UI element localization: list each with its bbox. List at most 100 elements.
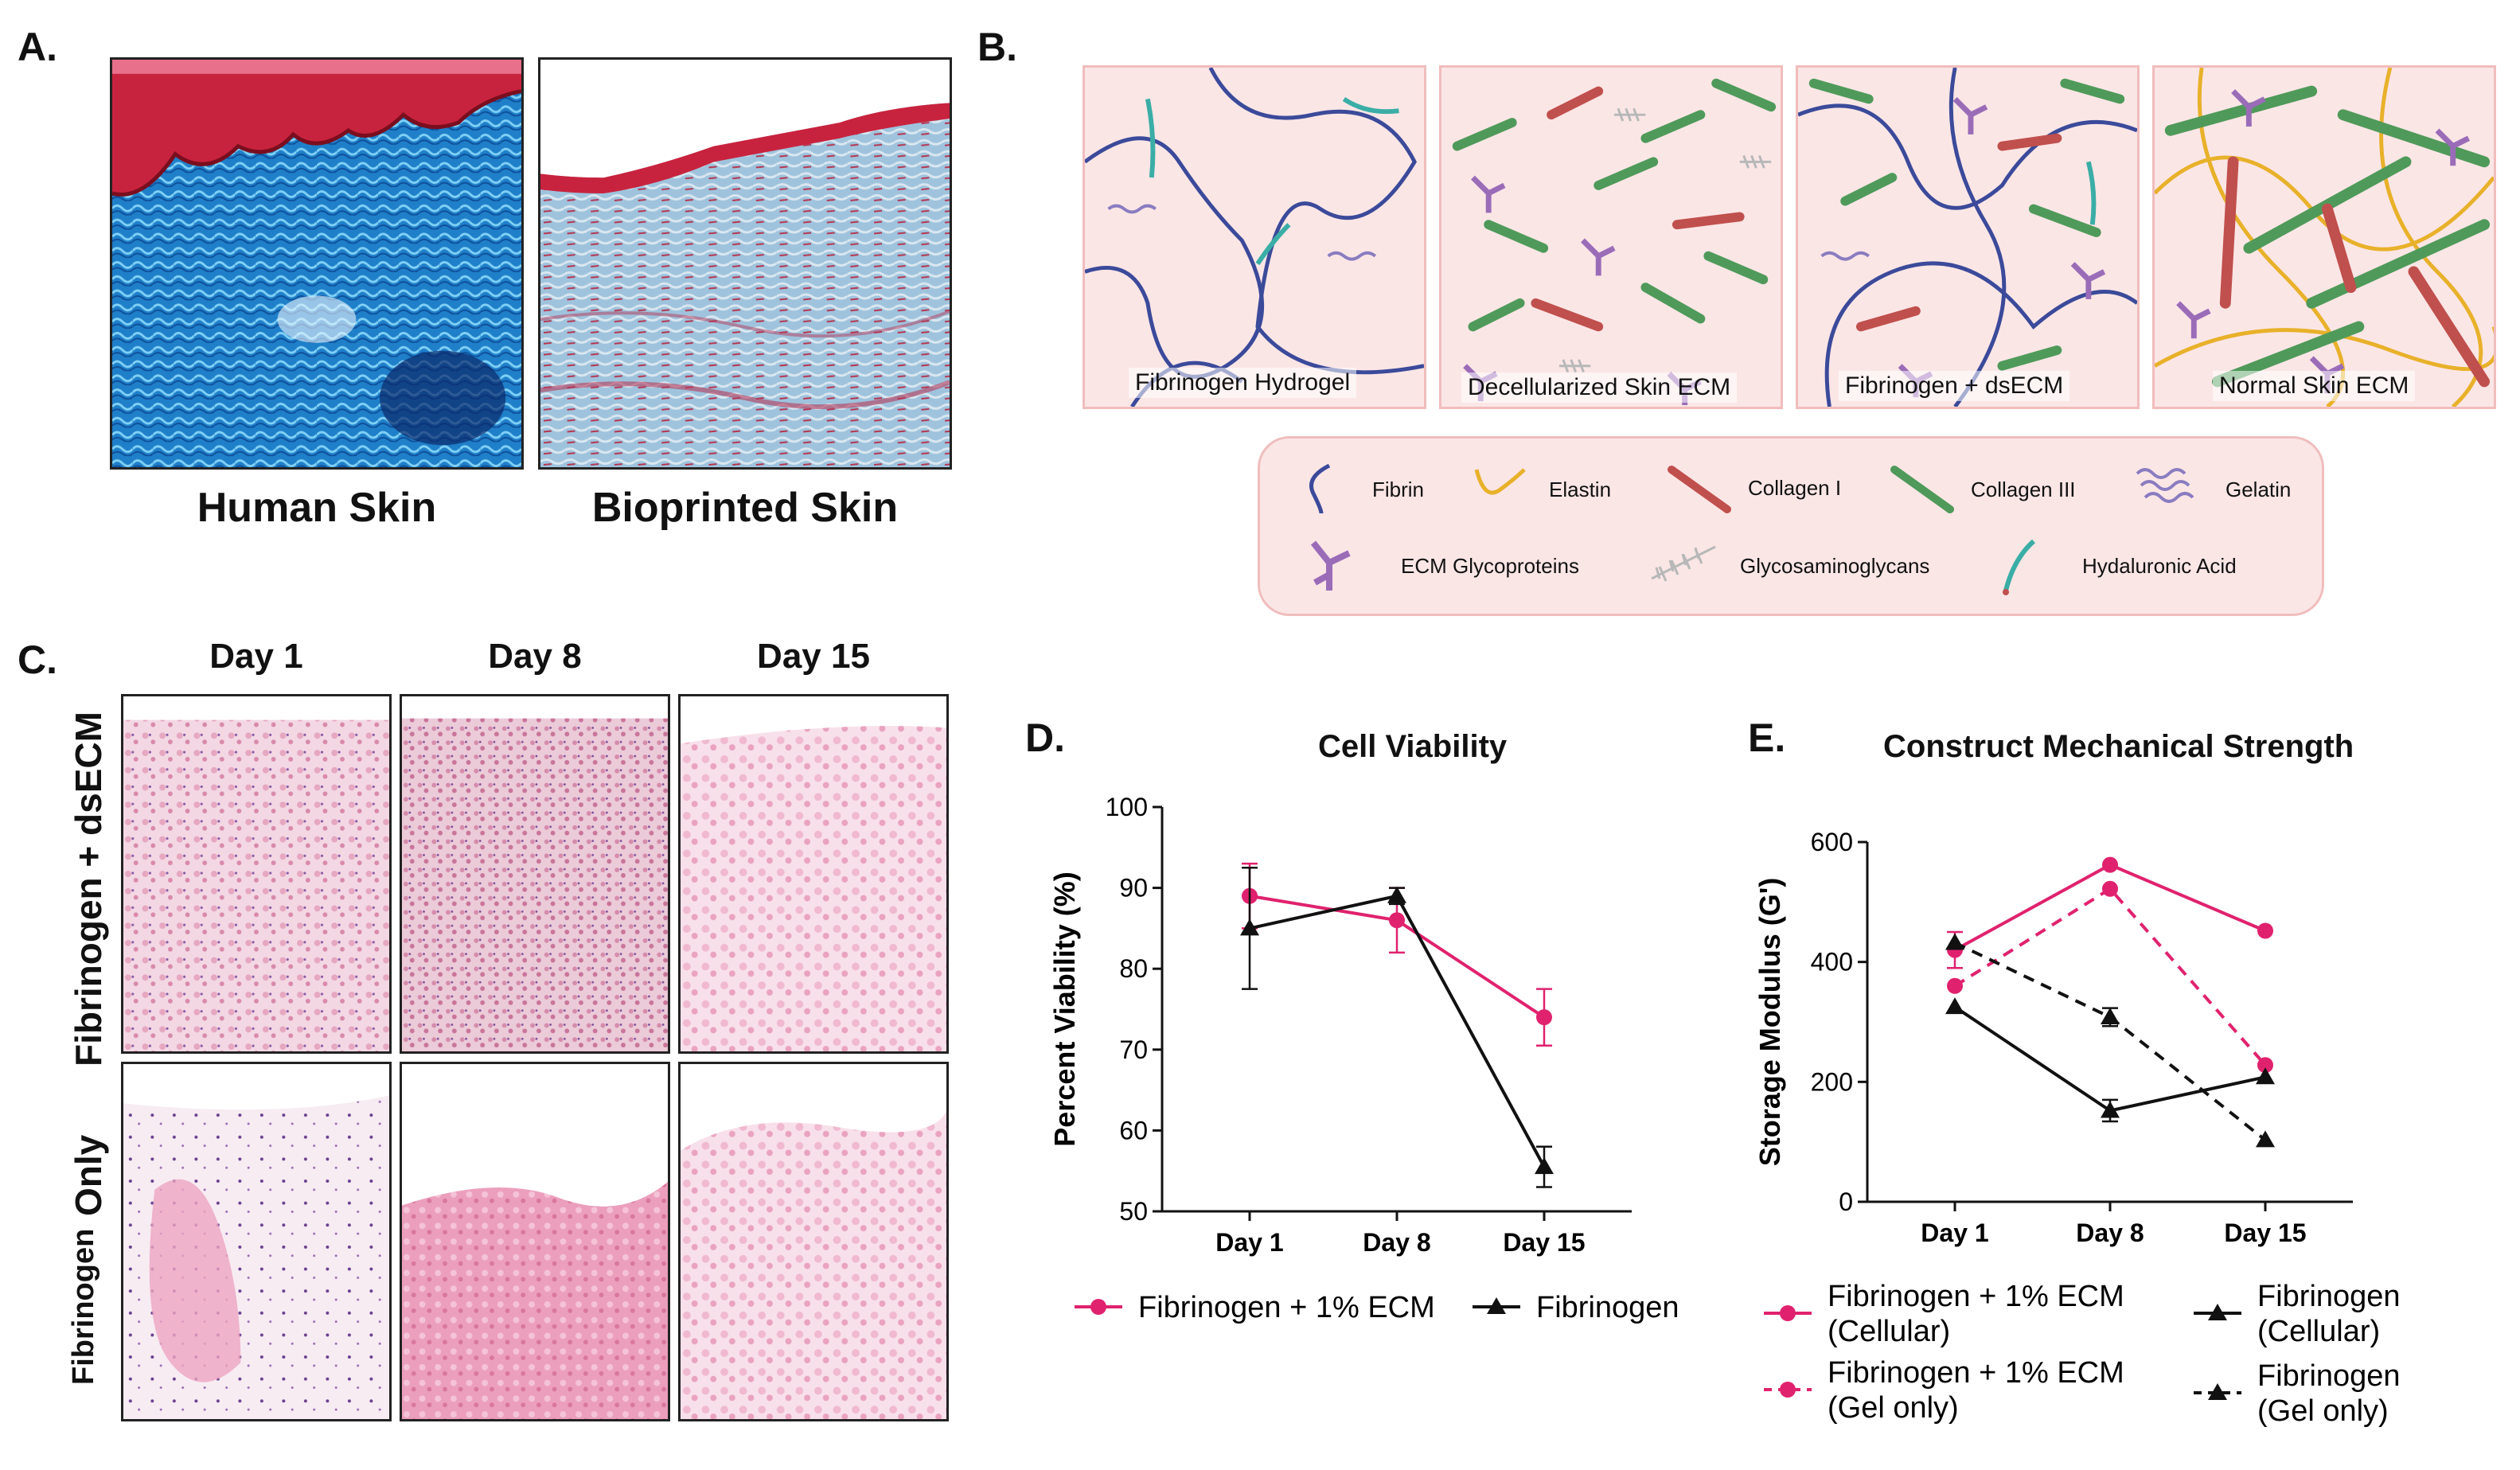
collagen-iii-label: Collagen III xyxy=(1971,478,2076,501)
y-tick-label: 70 xyxy=(1119,1035,1148,1064)
hyaluronic-acid-icon xyxy=(2003,539,2036,595)
human-skin-caption: Human Skin xyxy=(197,485,437,531)
y-tick-label: 80 xyxy=(1119,954,1148,983)
ecm-component-legend xyxy=(1258,436,2324,616)
panel-label-a: A. xyxy=(18,25,57,69)
legend-label: Fibrinogen + 1% ECM xyxy=(1828,1356,2124,1390)
y-tick-label: 0 xyxy=(1839,1187,1853,1216)
glycosaminoglycans-label: Glycosaminoglycans xyxy=(1740,554,1930,578)
legend-marker xyxy=(1487,1297,1506,1314)
legend-marker xyxy=(1090,1299,1106,1315)
y-tick-label: 200 xyxy=(1811,1067,1853,1096)
day-8-header: Day 8 xyxy=(488,637,582,676)
data-point xyxy=(1947,977,1963,994)
collagen-i-label: Collagen I xyxy=(1748,476,1842,500)
legend-label: (Cellular) xyxy=(2257,1315,2380,1348)
decellularized-ecm-panel xyxy=(1439,65,1783,409)
y-tick-label: 600 xyxy=(1811,828,1853,856)
day-15-header: Day 15 xyxy=(757,637,870,676)
fibrinogen-only-row-label-b: Only xyxy=(68,1134,109,1216)
legend-marker xyxy=(2208,1304,2227,1320)
ecm-glycoproteins-icon xyxy=(1310,540,1351,591)
legend-label: Fibrinogen xyxy=(2257,1280,2401,1313)
x-tick-label: Day 8 xyxy=(1363,1228,1430,1257)
panel-label-b: B. xyxy=(977,25,1017,69)
data-point xyxy=(1945,933,1964,950)
data-point xyxy=(2102,880,2118,897)
fibrinogen-hydrogel-panel xyxy=(1083,65,1426,409)
normal-skin-ecm-panel xyxy=(2152,65,2499,409)
data-point xyxy=(2257,1057,2273,1074)
elastin-icon xyxy=(1474,468,1526,495)
panel-label-e: E. xyxy=(1748,716,1786,760)
fibrinogen-dsecm-label: Fibrinogen + dsECM xyxy=(1839,371,2070,401)
gelatin-icon xyxy=(2136,468,2194,503)
legend-marker xyxy=(1780,1305,1796,1321)
he-image-fibrinogen-dsecm-day15 xyxy=(678,694,949,1054)
normal-skin-ecm-label: Normal Skin ECM xyxy=(2213,371,2416,401)
fibrinogen-dsecm-panel xyxy=(1796,65,2140,409)
legend-label: (Gel only) xyxy=(1828,1391,1959,1425)
data-point xyxy=(1536,1009,1552,1026)
y-tick-label: 60 xyxy=(1119,1116,1148,1144)
fibrinogen-hydrogel-label: Fibrinogen Hydrogel xyxy=(1129,368,1357,398)
decellularized-ecm-label: Decellularized Skin ECM xyxy=(1461,372,1738,403)
panel-label-c: C. xyxy=(18,638,57,682)
legend-label: Fibrinogen xyxy=(1536,1291,1679,1324)
data-point xyxy=(1945,997,1964,1015)
he-image-fibrinogen-dsecm-day8 xyxy=(400,694,670,1054)
human-skin-image xyxy=(110,57,524,470)
gelatin-label: Gelatin xyxy=(2225,478,2292,501)
x-tick-label: Day 15 xyxy=(1503,1228,1585,1257)
fibrin-icon xyxy=(1309,463,1331,514)
panel-label-d: D. xyxy=(1025,716,1065,760)
data-point xyxy=(1389,912,1405,929)
data-point xyxy=(1535,1157,1554,1175)
x-tick-label: Day 1 xyxy=(1215,1228,1283,1257)
y-axis-title: Percent Viability (%) xyxy=(1048,871,1081,1146)
data-point xyxy=(2256,1130,2275,1148)
data-point xyxy=(1240,918,1259,936)
legend-label: Fibrinogen xyxy=(2257,1359,2401,1393)
hyaluronic-acid-label: Hydaluronic Acid xyxy=(2082,554,2237,578)
data-point xyxy=(2101,1007,2120,1024)
series-line xyxy=(1953,887,2267,1066)
legend-label: (Cellular) xyxy=(1828,1315,1950,1348)
legend-marker xyxy=(2208,1383,2227,1400)
y-tick-label: 90 xyxy=(1119,874,1148,903)
he-image-fibrinogen-only-day1 xyxy=(121,1062,392,1421)
data-point xyxy=(2257,922,2273,939)
bioprinted-skin-caption: Bioprinted Skin xyxy=(591,485,899,531)
x-tick-label: Day 15 xyxy=(2224,1219,2306,1247)
collagen-i-icon xyxy=(1668,466,1731,513)
cell-viability-chart: 50 60 70 80 90 100 Day 1 Day 8 Day 15 Percent Via… xyxy=(1048,793,1679,1324)
y-tick-label: 100 xyxy=(1106,793,1148,821)
fibrinogen-only-row-label-a: Fibrinogen xyxy=(67,1228,100,1385)
he-image-fibrinogen-only-day8 xyxy=(400,1062,670,1421)
data-point xyxy=(1387,886,1406,903)
bioprinted-skin-image xyxy=(538,57,952,470)
y-axis-title: Storage Modulus (G') xyxy=(1753,878,1786,1167)
y-tick-label: 400 xyxy=(1811,948,1853,977)
mechanical-strength-title: Construct Mechanical Strength xyxy=(1883,729,2354,764)
fibrin-label: Fibrin xyxy=(1372,478,1425,501)
x-tick-label: Day 1 xyxy=(1921,1219,1988,1247)
elastin-label: Elastin xyxy=(1549,478,1612,501)
legend-label: (Gel only) xyxy=(2257,1394,2389,1428)
he-image-fibrinogen-dsecm-day1 xyxy=(121,694,392,1054)
x-tick-label: Day 8 xyxy=(2076,1219,2144,1247)
data-point xyxy=(2256,1067,2275,1085)
he-image-fibrinogen-only-day15 xyxy=(678,1062,949,1421)
y-tick-label: 50 xyxy=(1119,1197,1148,1226)
mechanical-strength-chart: 0 200 400 600 Day 1 Day 8 Day 15 Storage Modulu… xyxy=(1753,828,2401,1428)
series-line xyxy=(1954,863,2266,952)
ecm-glycoproteins-label: ECM Glycoproteins xyxy=(1401,554,1579,578)
fibrinogen-dsecm-row-label: Fibrinogen + dsECM xyxy=(68,712,109,1066)
data-point xyxy=(2101,1101,2120,1118)
legend-label: Fibrinogen + 1% ECM xyxy=(1828,1280,2124,1313)
legend-label: Fibrinogen + 1% ECM xyxy=(1138,1291,1435,1324)
data-point xyxy=(2102,856,2118,873)
collagen-iii-icon xyxy=(1890,466,1954,513)
day-1-header: Day 1 xyxy=(209,637,303,676)
glycosaminoglycans-icon xyxy=(1651,545,1716,582)
